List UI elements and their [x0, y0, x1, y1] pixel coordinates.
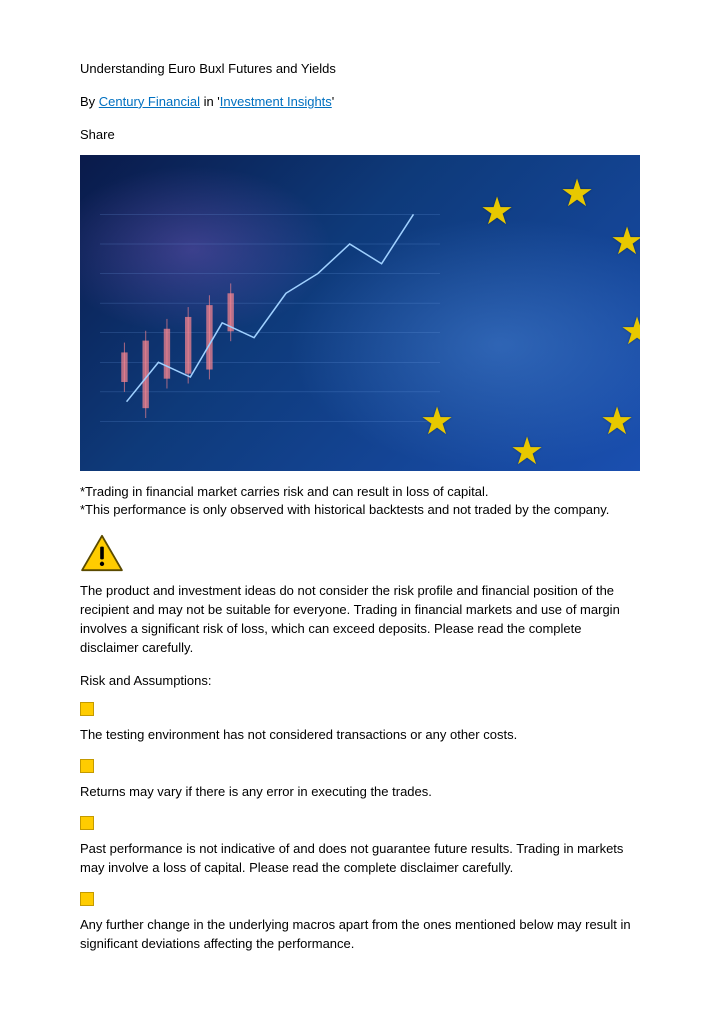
eu-star-icon: ★ [480, 185, 514, 240]
hero-chart-overlay [100, 175, 440, 451]
intro-paragraph: The product and investment ideas do not … [80, 582, 640, 657]
section-heading: Risk and Assumptions: [80, 672, 640, 691]
cat-suffix: ' [332, 94, 334, 109]
eu-star-icon: ★ [510, 425, 544, 471]
eu-star-icon: ★ [620, 305, 640, 360]
in-text: in ' [200, 94, 220, 109]
by-prefix: By [80, 94, 99, 109]
bullet-square-icon [80, 702, 94, 716]
page-title: Understanding Euro Buxl Futures and Yiel… [80, 60, 640, 79]
bullet-text: Any further change in the underlying mac… [80, 916, 640, 954]
eu-star-icon: ★ [560, 167, 594, 222]
disclaimer-block: *Trading in financial market carries ris… [80, 483, 640, 521]
category-link[interactable]: Investment Insights [220, 94, 332, 109]
byline: By Century Financial in 'Investment Insi… [80, 93, 640, 112]
bullet-text: Past performance is not indicative of an… [80, 840, 640, 878]
eu-star-icon: ★ [600, 395, 634, 450]
eu-star-icon: ★ [420, 395, 454, 450]
warning-icon [80, 534, 124, 572]
bullet-square-icon [80, 816, 94, 830]
bullet-square-icon [80, 892, 94, 906]
author-link[interactable]: Century Financial [99, 94, 200, 109]
share-label[interactable]: Share [80, 126, 640, 145]
disclaimer-line: *Trading in financial market carries ris… [80, 483, 640, 502]
bullet-square-icon [80, 759, 94, 773]
eu-star-icon: ★ [610, 215, 640, 270]
hero-image: ★ ★ ★ ★ ★ ★ ★ [80, 155, 640, 471]
bullet-text: The testing environment has not consider… [80, 726, 640, 745]
disclaimer-line: *This performance is only observed with … [80, 501, 640, 520]
bullet-text: Returns may vary if there is any error i… [80, 783, 640, 802]
